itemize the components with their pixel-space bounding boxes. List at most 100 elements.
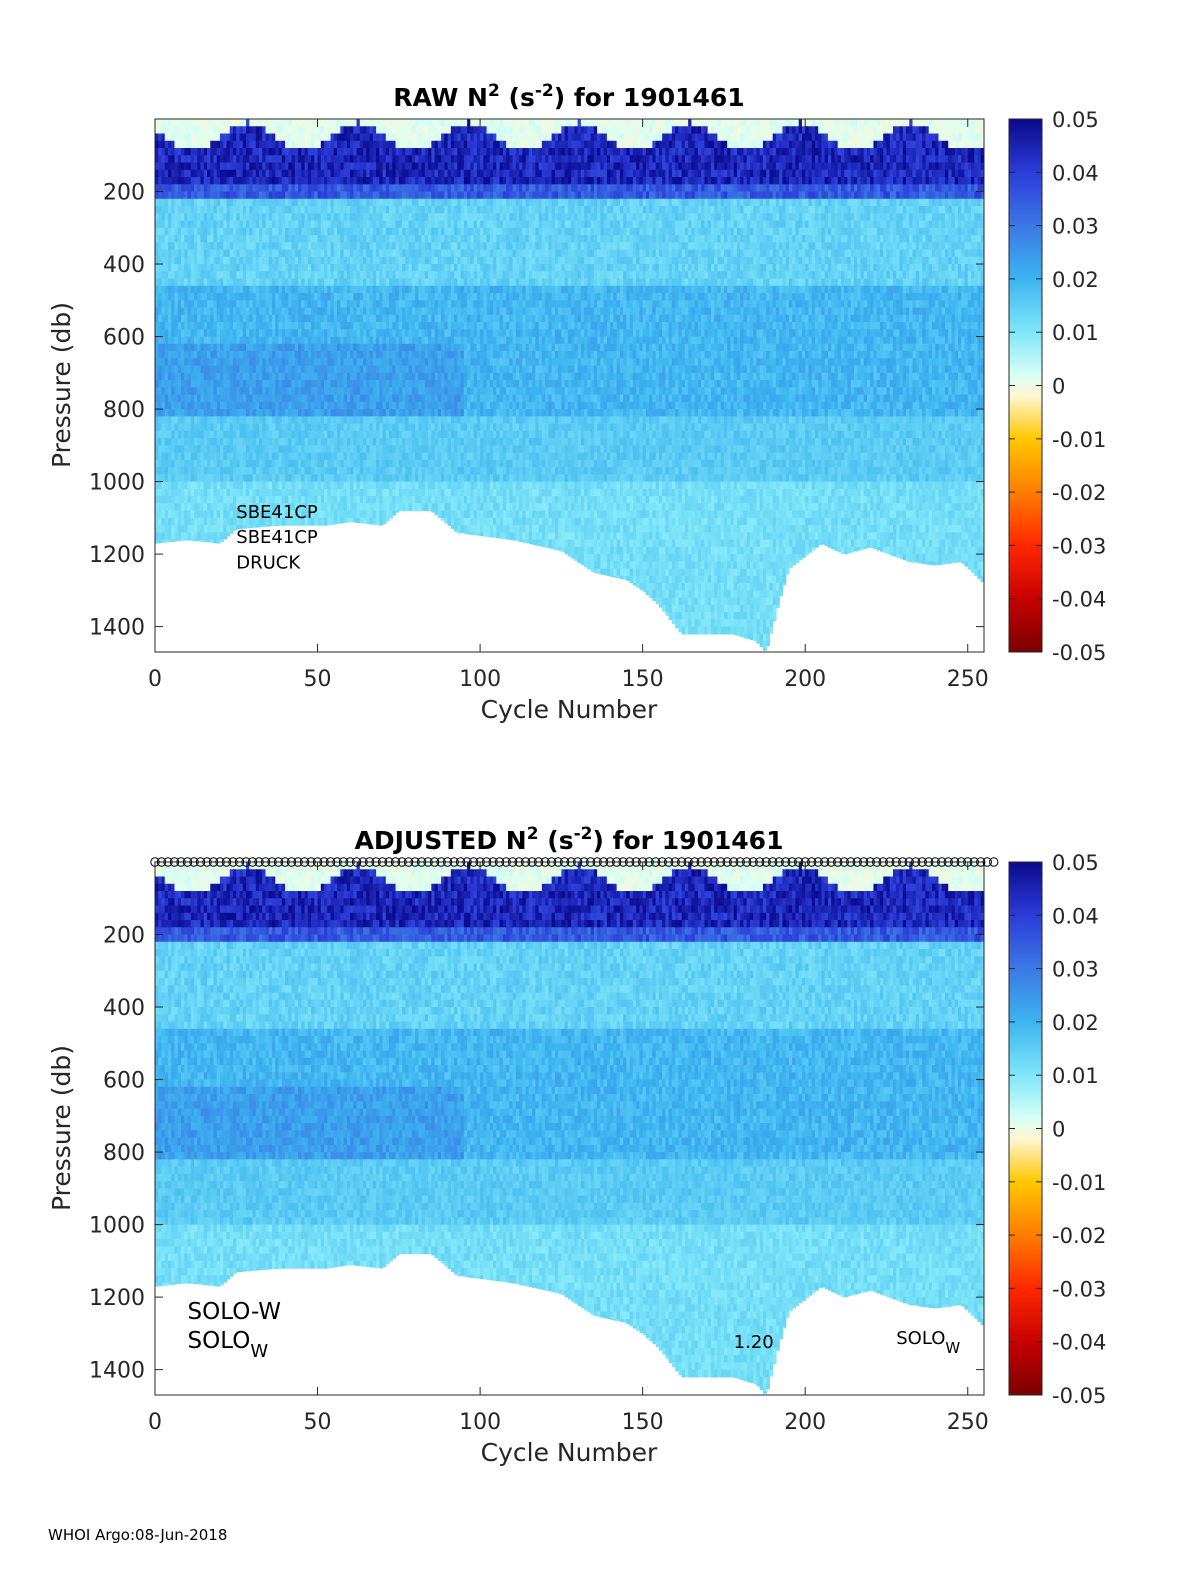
heatmap-cell xyxy=(333,409,338,417)
heatmap-cell xyxy=(249,119,254,127)
heatmap-cell xyxy=(288,423,293,432)
heatmap-cell xyxy=(161,264,166,272)
heatmap-cell xyxy=(226,169,231,178)
heatmap-cell xyxy=(278,503,283,512)
heatmap-cell xyxy=(389,430,393,439)
heatmap-cell xyxy=(418,242,423,251)
heatmap-cell xyxy=(190,539,195,541)
heatmap-cell xyxy=(291,496,296,504)
heatmap-cell xyxy=(363,438,367,446)
heatmap-cell xyxy=(171,285,176,294)
heatmap-cell xyxy=(272,162,276,171)
heatmap-cell xyxy=(356,488,361,497)
heatmap-cell xyxy=(434,206,439,214)
heatmap-cell xyxy=(272,227,276,236)
heatmap-cell xyxy=(194,148,198,156)
heatmap-cell xyxy=(385,278,390,287)
heatmap-cell xyxy=(236,438,241,446)
heatmap-cell xyxy=(304,401,309,410)
heatmap-cell xyxy=(190,532,195,541)
heatmap-cell xyxy=(418,169,423,178)
heatmap-cell xyxy=(226,162,231,171)
heatmap-cell xyxy=(418,365,423,374)
heatmap-cell xyxy=(265,220,270,229)
heatmap-cell xyxy=(434,481,439,490)
heatmap-cell xyxy=(428,401,432,410)
heatmap-cell xyxy=(405,198,410,207)
heatmap-cell xyxy=(226,264,231,272)
heatmap-cell xyxy=(158,191,163,200)
heatmap-cell xyxy=(418,481,423,490)
heatmap-cell xyxy=(353,184,358,193)
heatmap-cell xyxy=(207,300,211,309)
heatmap-cell xyxy=(421,184,426,193)
heatmap-cell xyxy=(350,467,354,475)
heatmap-cell xyxy=(385,169,390,178)
heatmap-cell xyxy=(402,206,406,214)
heatmap-cell xyxy=(304,336,309,345)
heatmap-cell xyxy=(340,133,345,142)
heatmap-cell xyxy=(320,177,325,185)
heatmap-cell xyxy=(428,256,432,265)
heatmap-cell xyxy=(340,278,345,287)
heatmap-cell xyxy=(301,474,306,483)
heatmap-cell xyxy=(281,438,286,446)
heatmap-cell xyxy=(246,235,250,243)
heatmap-cell xyxy=(353,140,358,149)
heatmap-cell xyxy=(262,213,267,222)
heatmap-cell xyxy=(317,227,322,236)
heatmap-cell xyxy=(337,133,341,142)
heatmap-cell xyxy=(272,351,276,359)
heatmap-cell xyxy=(213,532,218,541)
heatmap-cell xyxy=(190,206,195,214)
heatmap-cell xyxy=(379,119,384,127)
heatmap-cell xyxy=(379,249,384,258)
heatmap-cell xyxy=(275,242,280,251)
heatmap-cell xyxy=(350,510,354,519)
heatmap-cell xyxy=(376,307,380,316)
heatmap-cell xyxy=(359,264,364,272)
heatmap-cell xyxy=(437,169,442,178)
heatmap-cell xyxy=(327,387,332,396)
heatmap-cell xyxy=(379,148,384,156)
heatmap-cell xyxy=(314,162,319,171)
heatmap-cell xyxy=(340,184,345,193)
heatmap-cell xyxy=(304,452,309,461)
heatmap-cell xyxy=(301,206,306,214)
heatmap-cell xyxy=(164,343,169,352)
heatmap-cell xyxy=(164,169,169,178)
heatmap-cell xyxy=(187,452,192,461)
heatmap-cell xyxy=(389,191,393,200)
heatmap-cell xyxy=(301,227,306,236)
heatmap-cell xyxy=(203,293,208,301)
heatmap-cell xyxy=(203,242,208,251)
heatmap-cell xyxy=(428,322,432,330)
heatmap-cell xyxy=(366,206,371,214)
heatmap-cell xyxy=(376,387,380,396)
heatmap-cell xyxy=(307,452,312,461)
heatmap-cell xyxy=(184,169,189,178)
heatmap-cell xyxy=(395,343,400,352)
heatmap-cell xyxy=(395,358,400,367)
heatmap-cell xyxy=(249,329,254,338)
heatmap-cell xyxy=(353,365,358,374)
heatmap-cell xyxy=(363,264,367,272)
heatmap-cell xyxy=(265,256,270,265)
heatmap-cell xyxy=(294,285,299,294)
heatmap-cell xyxy=(327,148,332,156)
heatmap-cell xyxy=(366,177,371,185)
heatmap-cell xyxy=(353,488,358,497)
heatmap-cell xyxy=(428,155,432,164)
heatmap-cell xyxy=(187,539,192,541)
heatmap-cell xyxy=(376,351,380,359)
heatmap-cell xyxy=(164,329,169,338)
heatmap-cell xyxy=(226,372,231,381)
heatmap-cell xyxy=(418,343,423,352)
heatmap-cell xyxy=(168,380,172,388)
heatmap-cell xyxy=(379,155,384,164)
heatmap-cell xyxy=(268,322,273,330)
heatmap-cell xyxy=(187,278,192,287)
heatmap-cell xyxy=(314,351,319,359)
heatmap-cell xyxy=(187,351,192,359)
heatmap-cell xyxy=(229,126,234,135)
